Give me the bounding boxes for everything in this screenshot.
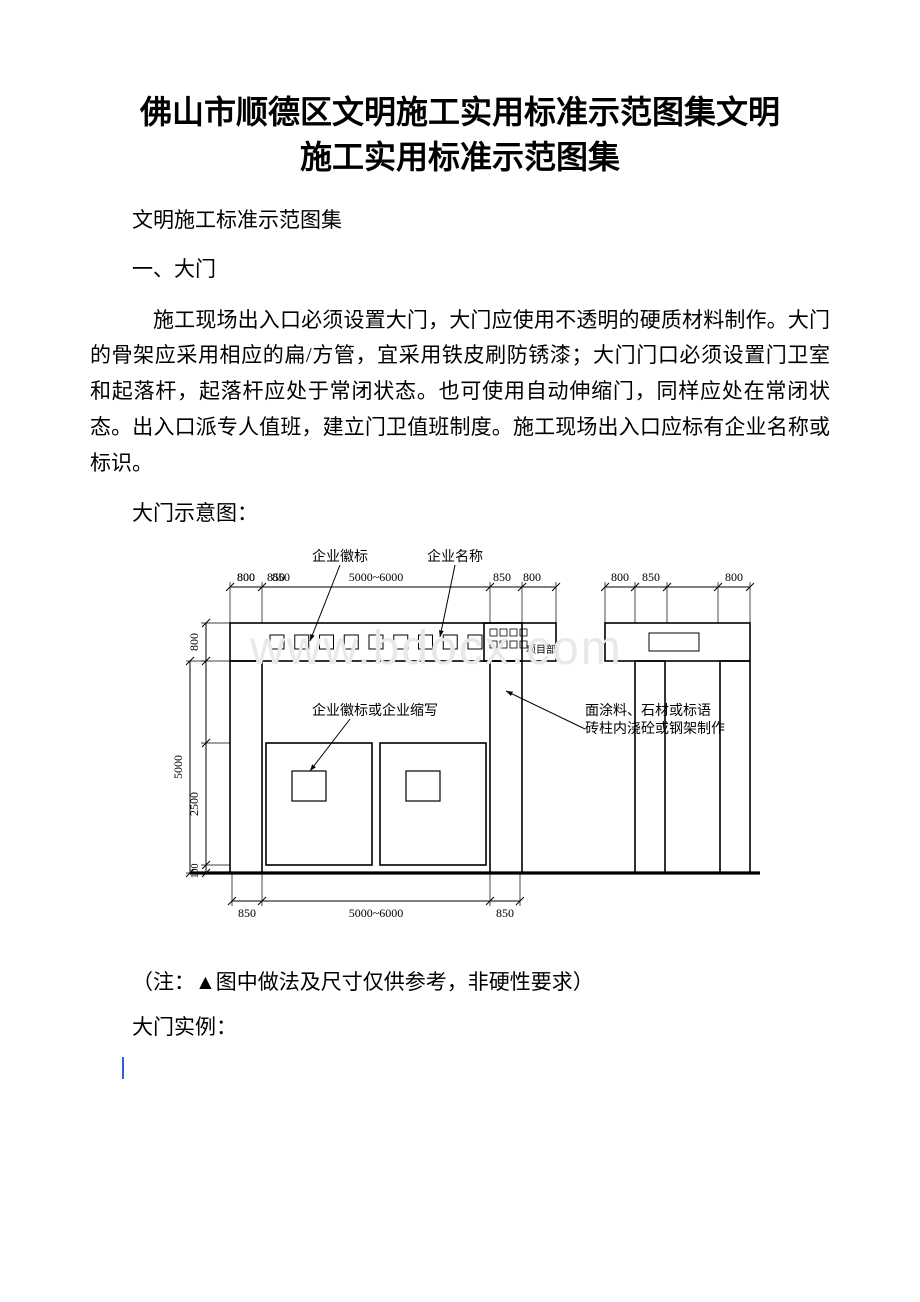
svg-text:800: 800 [237,570,255,584]
diagram-note: （注：▲图中做法及尺寸仅供参考，非硬性要求） [90,966,830,1000]
svg-text:800: 800 [725,570,743,584]
title-line-2: 施工实用标准示范图集 [300,139,620,175]
svg-text:800: 800 [523,570,541,584]
svg-text:850: 850 [493,570,511,584]
text-cursor [90,1057,830,1079]
diagram-caption: 大门示意图： [90,497,830,531]
svg-text:850: 850 [238,906,256,920]
subtitle: 文明施工标准示范图集 [90,204,830,238]
document-title: 佛山市顺德区文明施工实用标准示范图集文明 施工实用标准示范图集 [90,90,830,180]
svg-text:面涂料、石材或标语: 面涂料、石材或标语 [585,703,711,719]
svg-text:850: 850 [267,570,285,584]
svg-text:企业徽标: 企业徽标 [312,548,368,565]
svg-text:800: 800 [611,570,629,584]
svg-text:5000: 5000 [171,755,185,779]
paragraph-1: 施工现场出入口必须设置大门，大门应使用不透明的硬质材料制作。大门的骨架应采用相应… [90,303,830,481]
example-caption: 大门实例： [90,1011,830,1045]
svg-text:企业名称: 企业名称 [427,548,483,565]
svg-text:800: 800 [187,633,201,651]
svg-text:项目部: 项目部 [526,643,556,656]
svg-text:850: 850 [496,906,514,920]
svg-text:5000~6000: 5000~6000 [349,906,404,920]
svg-text:砖柱内浇砼或钢架制作: 砖柱内浇砼或钢架制作 [585,721,725,737]
svg-text:5000~6000: 5000~6000 [349,570,404,584]
gate-elevation-svg: 800 850 企业徽标 企业名称 800 850 5000~6000 850 800 800 85… [140,543,780,933]
gate-diagram: www.bdocx.com 800850企业徽标企业名称8008505000~6… [140,543,780,938]
svg-text:2500: 2500 [187,792,201,816]
section-1-heading: 一、大门 [90,253,830,287]
svg-text:企业徽标或企业缩写: 企业徽标或企业缩写 [312,702,438,719]
svg-text:100: 100 [190,863,201,878]
svg-text:850: 850 [642,570,660,584]
title-line-1: 佛山市顺德区文明施工实用标准示范图集文明 [140,94,780,130]
